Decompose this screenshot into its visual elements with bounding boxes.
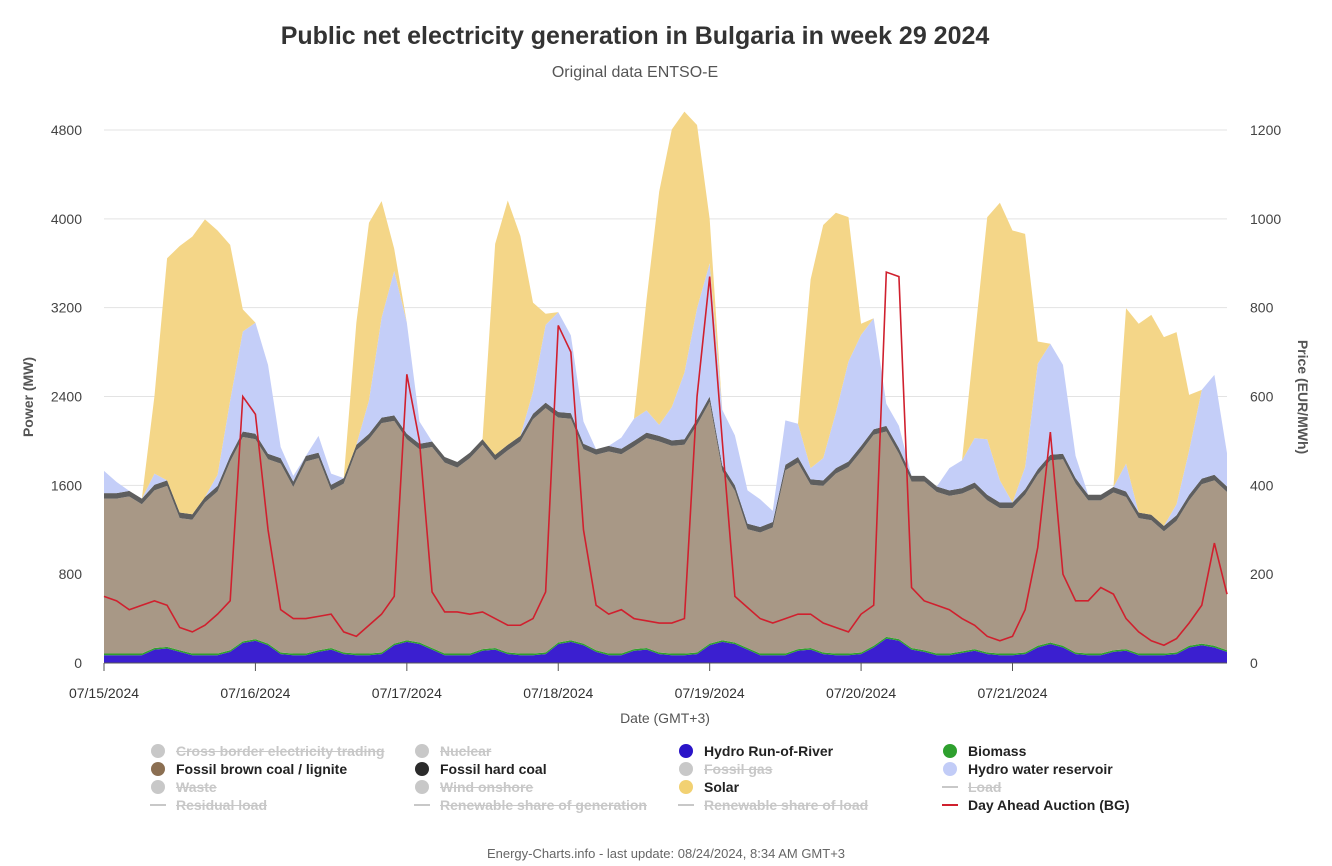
x-tick-label: 07/16/2024 bbox=[220, 685, 290, 701]
legend-label: Solar bbox=[704, 778, 740, 795]
legend-label: Renewable share of generation bbox=[440, 796, 647, 813]
x-tick-label: 07/19/2024 bbox=[675, 685, 745, 701]
y2-tick-label: 1000 bbox=[1250, 211, 1281, 227]
chart-title: Public net electricity generation in Bul… bbox=[280, 22, 990, 50]
legend-dot-icon bbox=[414, 761, 430, 776]
legend-dot-icon bbox=[678, 761, 694, 776]
area-biomass bbox=[104, 636, 1227, 656]
legend-label: Fossil brown coal / lignite bbox=[176, 760, 348, 777]
legend-item[interactable]: Residual load bbox=[150, 796, 414, 813]
legend-dot-icon bbox=[942, 761, 958, 776]
legend-label: Load bbox=[968, 778, 1002, 795]
legend-label: Residual load bbox=[176, 796, 268, 813]
y2-tick-label: 400 bbox=[1250, 477, 1274, 493]
axes: 0 0 800 200 1600 400 2400 600 3200 800 4000 1000 480… bbox=[20, 122, 1311, 726]
legend-label: Fossil gas bbox=[704, 760, 773, 777]
y-axis-title: Power (MW) bbox=[20, 357, 36, 437]
y2-tick-label: 1200 bbox=[1250, 122, 1281, 138]
area-hydro_reservoir bbox=[104, 263, 1227, 527]
legend-dot-icon bbox=[678, 779, 694, 794]
legend-item[interactable]: Renewable share of generation bbox=[414, 796, 678, 813]
x-tick-label: 07/15/2024 bbox=[69, 685, 139, 701]
legend-item[interactable]: Waste bbox=[150, 778, 414, 795]
x-tick-label: 07/18/2024 bbox=[523, 685, 593, 701]
price-series bbox=[103, 271, 1228, 647]
legend-dot-icon bbox=[414, 743, 430, 758]
y2-tick-label: 800 bbox=[1250, 300, 1274, 316]
y-tick-label: 4800 bbox=[51, 122, 82, 138]
y-tick-label: 1600 bbox=[51, 477, 82, 493]
legend-item[interactable]: Nuclear bbox=[414, 742, 678, 759]
legend-label: Cross border electricity trading bbox=[176, 742, 385, 759]
legend-item[interactable]: Fossil brown coal / lignite bbox=[150, 760, 414, 777]
legend-dot-icon bbox=[150, 761, 166, 776]
y2-tick-label: 0 bbox=[1250, 655, 1258, 671]
legend-item[interactable]: Load bbox=[942, 778, 1206, 795]
legend-item[interactable]: Solar bbox=[678, 778, 942, 795]
x-axis-title: Date (GMT+3) bbox=[620, 710, 710, 726]
legend-label: Biomass bbox=[968, 742, 1027, 759]
area-series bbox=[104, 111, 1227, 663]
area-lignite bbox=[104, 402, 1227, 654]
legend-label: Renewable share of load bbox=[704, 796, 869, 813]
legend-dot-icon bbox=[150, 779, 166, 794]
y2-axis-title: Price (EUR/MWh) bbox=[1295, 340, 1311, 454]
legend-dot-icon bbox=[678, 743, 694, 758]
y-tick-label: 4000 bbox=[51, 211, 82, 227]
legend-dot-icon bbox=[414, 779, 430, 794]
legend-label: Hydro Run-of-River bbox=[704, 742, 834, 759]
legend-label: Waste bbox=[176, 778, 217, 795]
y-tick-label: 800 bbox=[59, 566, 83, 582]
legend-item[interactable]: Fossil hard coal bbox=[414, 760, 678, 777]
y-tick-label: 2400 bbox=[51, 389, 82, 405]
line-price bbox=[103, 271, 1228, 647]
area-hydro_ror bbox=[104, 638, 1227, 663]
legend-item[interactable]: Renewable share of load bbox=[678, 796, 942, 813]
legend-label: Hydro water reservoir bbox=[968, 760, 1113, 777]
legend-item[interactable]: Biomass bbox=[942, 742, 1206, 759]
y2-tick-label: 600 bbox=[1250, 389, 1274, 405]
legend-line-icon bbox=[942, 798, 958, 812]
legend-item[interactable]: Day Ahead Auction (BG) bbox=[942, 796, 1206, 813]
legend-dot-icon bbox=[942, 743, 958, 758]
y-tick-label: 0 bbox=[74, 655, 82, 671]
legend-label: Wind onshore bbox=[440, 778, 534, 795]
x-tick-label: 07/17/2024 bbox=[372, 685, 442, 701]
legend-label: Fossil hard coal bbox=[440, 760, 547, 777]
legend-line-icon bbox=[150, 798, 166, 812]
legend-item[interactable]: Cross border electricity trading bbox=[150, 742, 414, 759]
legend-label: Nuclear bbox=[440, 742, 492, 759]
x-tick-label: 07/20/2024 bbox=[826, 685, 896, 701]
legend-label: Day Ahead Auction (BG) bbox=[968, 796, 1130, 813]
area-solar bbox=[104, 111, 1227, 526]
legend-line-icon bbox=[942, 780, 958, 794]
chart-subtitle: Original data ENTSO-E bbox=[551, 64, 719, 81]
legend: Cross border electricity trading Nuclear H… bbox=[150, 742, 1250, 813]
legend-line-icon bbox=[678, 798, 694, 812]
legend-dot-icon bbox=[150, 743, 166, 758]
legend-item[interactable]: Fossil gas bbox=[678, 760, 942, 777]
footer-credit: Energy-Charts.info - last update: 08/24/… bbox=[486, 846, 846, 861]
legend-line-icon bbox=[414, 798, 430, 812]
legend-item[interactable]: Hydro water reservoir bbox=[942, 760, 1206, 777]
x-tick-label: 07/21/2024 bbox=[977, 685, 1047, 701]
y2-tick-label: 200 bbox=[1250, 566, 1274, 582]
y-tick-label: 3200 bbox=[51, 300, 82, 316]
legend-item[interactable]: Wind onshore bbox=[414, 778, 678, 795]
legend-item[interactable]: Hydro Run-of-River bbox=[678, 742, 942, 759]
